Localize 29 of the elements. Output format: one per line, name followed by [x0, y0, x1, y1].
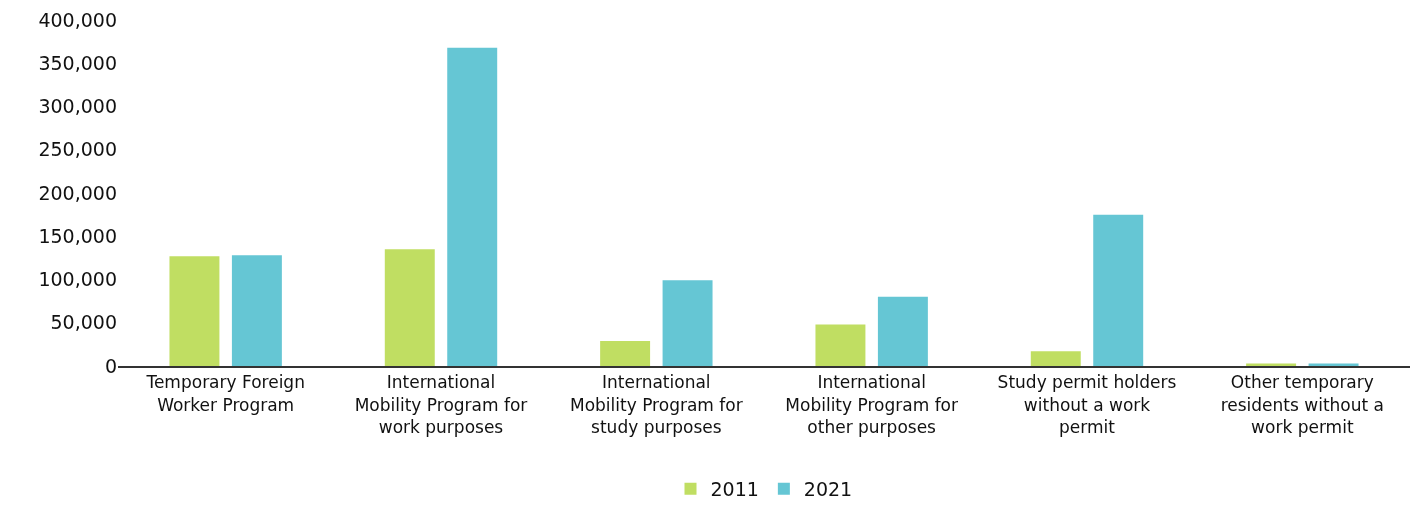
x-tick-label: Study permit holders without a work permit [997, 372, 1177, 437]
legend-label: 2011 [710, 478, 759, 501]
bar [447, 47, 498, 366]
bar [600, 340, 651, 366]
bar [877, 296, 928, 366]
x-tick-label: Temporary Foreign Worker Program [145, 372, 305, 415]
bar [1308, 363, 1359, 366]
bar [169, 256, 220, 366]
y-tick-label: 400,000 [38, 8, 117, 31]
y-tick-label: 300,000 [38, 95, 117, 118]
y-tick-label: 250,000 [38, 138, 117, 161]
x-tick-label: International Mobility Program for other purposes [785, 372, 959, 437]
bar [1246, 363, 1297, 366]
y-tick-label: 350,000 [38, 51, 117, 74]
bar [384, 249, 435, 366]
x-tick-label: International Mobility Program for study purposes [569, 372, 743, 437]
y-tick-label: 200,000 [38, 181, 117, 204]
y-tick-label: 50,000 [50, 311, 117, 334]
y-tick-label: 150,000 [38, 224, 117, 247]
bar [1030, 351, 1081, 366]
x-tick-label: Other temporary residents without a work permit [1220, 372, 1384, 437]
x-tick-label: International Mobility Program for work purposes [354, 372, 528, 437]
bar [662, 280, 713, 366]
bar [1093, 214, 1144, 366]
bar [231, 255, 282, 366]
legend-label: 2021 [803, 478, 853, 501]
y-tick-label: 0 [104, 354, 117, 377]
bar [815, 324, 866, 366]
y-tick-label: 100,000 [38, 268, 117, 291]
